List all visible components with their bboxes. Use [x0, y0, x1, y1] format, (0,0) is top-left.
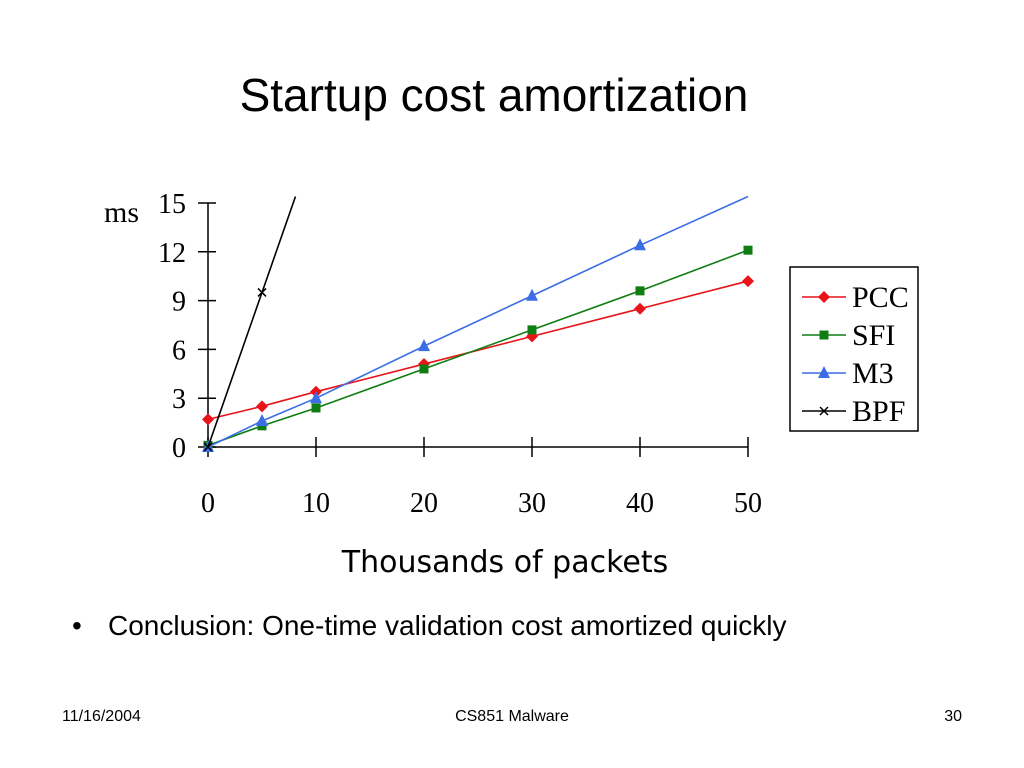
legend-label-pcc: PCC	[852, 281, 909, 314]
data-point-m3	[418, 339, 430, 352]
legend-marker-m3	[818, 366, 830, 378]
data-point-m3	[634, 238, 646, 251]
x-tick-label: 20	[410, 488, 438, 519]
y-tick-label: 0	[172, 433, 186, 464]
y-tick-label: 6	[172, 335, 186, 366]
data-point-m3	[526, 288, 538, 301]
x-tick-label: 0	[201, 488, 215, 519]
legend-marker-sfi	[819, 330, 829, 340]
x-tick-label: 30	[518, 488, 546, 519]
data-point-sfi	[743, 245, 753, 255]
data-point-sfi	[527, 325, 537, 335]
x-tick-label: 40	[626, 488, 654, 519]
legend-box	[789, 266, 919, 432]
y-axis-unit-label: ms	[104, 196, 139, 229]
y-tick-label: 3	[172, 384, 186, 415]
legend-marker-pcc	[818, 291, 830, 303]
data-point-sfi	[311, 403, 321, 413]
footer-page-number: 30	[944, 708, 962, 725]
data-point-pcc	[202, 413, 214, 426]
data-point-pcc	[742, 275, 754, 288]
series-line-sfi	[207, 249, 749, 447]
y-tick-label: 9	[172, 287, 186, 318]
legend-label-sfi: SFI	[852, 319, 895, 352]
data-point-pcc	[634, 302, 646, 315]
series-line-m3	[207, 196, 749, 448]
data-point-m3	[310, 391, 322, 404]
x-tick-label: 10	[302, 488, 330, 519]
data-point-sfi	[419, 364, 429, 374]
data-point-sfi	[635, 286, 645, 296]
x-tick-label: 50	[734, 488, 762, 519]
footer-course: CS851 Malware	[455, 708, 569, 725]
data-point-bpf	[203, 442, 213, 452]
data-point-pcc	[256, 400, 268, 413]
legend-marker-bpf	[819, 406, 829, 416]
conclusion-bullet: • Conclusion: One-time validation cost am…	[72, 610, 787, 642]
data-point-bpf	[257, 287, 267, 297]
data-point-m3	[256, 413, 268, 426]
footer-date: 11/16/2004	[62, 708, 141, 725]
legend-label-m3: M3	[852, 357, 894, 390]
line-chart: 0 3 6 9 12 15 0 10 20 30 40 50 ms Thousands of packet…	[104, 189, 919, 580]
x-axis-title: Thousands of packets	[341, 545, 668, 580]
conclusion-text: Conclusion: One-time validation cost amo…	[108, 610, 787, 641]
y-tick-label: 15	[158, 189, 186, 220]
slide-title: Startup cost amortization	[239, 69, 749, 121]
legend-label-bpf: BPF	[852, 395, 905, 428]
y-tick-label: 12	[158, 238, 186, 269]
bullet-symbol: •	[72, 610, 82, 641]
